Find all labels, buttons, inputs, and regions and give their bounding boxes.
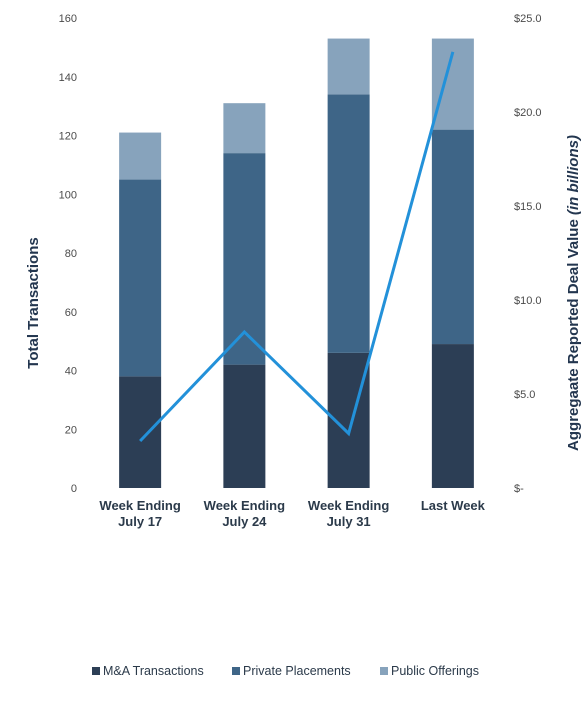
y-axis-title: Total Transactions bbox=[25, 237, 42, 368]
bar-public-offerings-1 bbox=[223, 103, 266, 154]
y2-tick-label: $5.0 bbox=[514, 389, 535, 401]
legend: M&A Transactions Private Placements Public… bbox=[92, 664, 479, 678]
y-tick-label: 40 bbox=[65, 366, 77, 378]
y2-tick-label: $- bbox=[514, 483, 524, 495]
right-axis: $- $5.0 $10.0 $15.0 $20.0 $25.0 bbox=[514, 13, 542, 495]
y2-tick-label: $25.0 bbox=[514, 13, 542, 25]
bar-private-placements-1 bbox=[223, 153, 266, 365]
deal-value-line bbox=[139, 51, 455, 443]
category-label: Week Ending July 24 bbox=[204, 498, 285, 529]
line-layer bbox=[139, 51, 455, 443]
legend-swatch bbox=[232, 667, 240, 675]
y2-axis-title: Aggregaate Reported Deal Value (in billi… bbox=[565, 135, 582, 451]
y2-axis-title-italic: (in billions) bbox=[565, 135, 582, 215]
bar-private-placements-3 bbox=[431, 129, 474, 345]
y-tick-label: 160 bbox=[59, 13, 77, 25]
y-tick-label: 60 bbox=[65, 307, 77, 319]
y-tick-label: 0 bbox=[71, 483, 77, 495]
bar-private-placements-2 bbox=[327, 94, 370, 353]
y-tick-label: 100 bbox=[59, 189, 77, 201]
bar-m-a-transactions-3 bbox=[431, 344, 474, 488]
bar-m-a-transactions-0 bbox=[119, 376, 162, 488]
bar-m-a-transactions-1 bbox=[223, 364, 266, 488]
y2-axis-title-main: Aggregaate Reported Deal Value bbox=[565, 215, 582, 451]
category-label: Last Week bbox=[421, 498, 486, 513]
y-tick-label: 20 bbox=[65, 424, 77, 436]
bars-layer bbox=[119, 38, 474, 488]
y2-tick-label: $10.0 bbox=[514, 295, 542, 307]
legend-label: M&A Transactions bbox=[103, 664, 204, 678]
legend-swatch bbox=[380, 667, 388, 675]
category-label: Week Ending July 17 bbox=[99, 498, 180, 529]
category-label: Week Ending July 31 bbox=[308, 498, 389, 529]
bar-private-placements-0 bbox=[119, 179, 162, 377]
y-tick-label: 120 bbox=[59, 131, 77, 143]
legend-label: Private Placements bbox=[243, 664, 351, 678]
legend-label: Public Offerings bbox=[391, 664, 479, 678]
bar-public-offerings-2 bbox=[327, 38, 370, 95]
bar-public-offerings-0 bbox=[119, 132, 162, 180]
y-tick-label: 80 bbox=[65, 248, 77, 260]
category-axis: Week Ending July 17 Week Ending July 24 Week… bbox=[99, 498, 485, 529]
y2-tick-label: $20.0 bbox=[514, 107, 542, 119]
y-tick-label: 140 bbox=[59, 72, 77, 84]
legend-swatch bbox=[92, 667, 100, 675]
y2-tick-label: $15.0 bbox=[514, 201, 542, 213]
left-axis: 0 20 40 60 80 100 120 140 160 bbox=[59, 13, 77, 495]
